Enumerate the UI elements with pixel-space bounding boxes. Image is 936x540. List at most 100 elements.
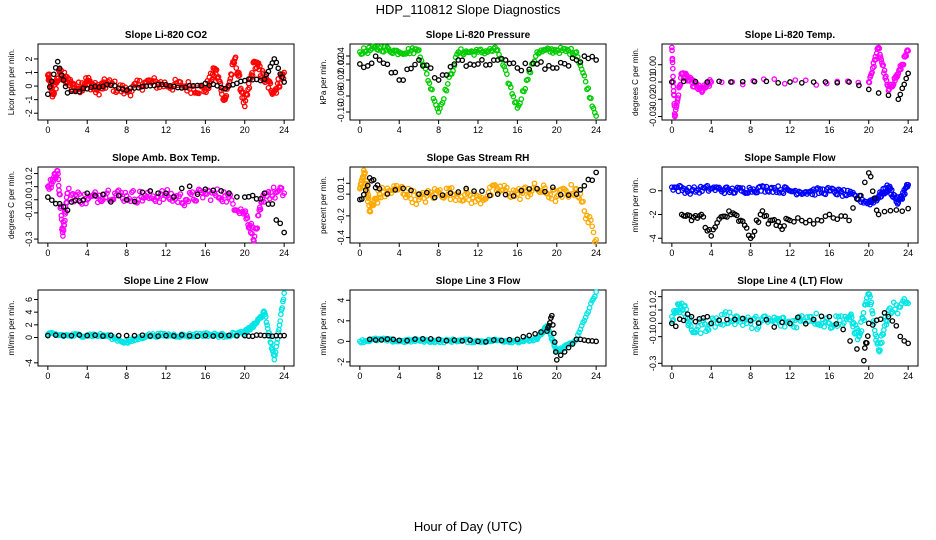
y-tick-label: -0.01 (648, 72, 658, 93)
data-point (50, 71, 57, 78)
data-point (581, 208, 588, 214)
y-axis-label: ml/min per min. (631, 178, 640, 233)
data-point (277, 220, 284, 227)
data-point (822, 191, 829, 198)
series-1 (44, 290, 288, 363)
data-point (270, 184, 277, 191)
panel-title: Slope Li-820 Pressure (426, 30, 531, 41)
data-point (708, 320, 715, 327)
data-point (384, 61, 391, 68)
data-point (48, 78, 55, 85)
data-point (560, 345, 567, 352)
panel-title: Slope Line 3 Flow (436, 276, 521, 287)
data-point (771, 76, 778, 82)
data-point (701, 321, 708, 327)
data-point (404, 191, 410, 198)
plot-frame (37, 166, 295, 244)
data-point (105, 187, 112, 194)
series-2 (668, 70, 912, 103)
data-point (423, 70, 430, 77)
y-tick-label: 2 (24, 56, 34, 61)
data-point (455, 189, 462, 195)
data-point (218, 91, 225, 97)
data-point (593, 57, 600, 63)
data-point (856, 82, 862, 89)
data-point (745, 314, 751, 321)
data-point (886, 305, 893, 311)
y-tick-label: 0.0 (648, 317, 658, 330)
data-point (431, 194, 438, 201)
data-point (271, 356, 278, 363)
data-point (673, 102, 680, 109)
data-point (504, 71, 510, 77)
data-point (281, 190, 288, 197)
data-point (60, 227, 67, 234)
data-point (147, 188, 154, 194)
x-tick-label: 16 (824, 248, 834, 258)
data-point (451, 337, 458, 343)
data-point (202, 186, 209, 193)
data-point (232, 54, 239, 61)
y-tick-label: -0.02 (336, 70, 346, 91)
data-point (178, 185, 185, 192)
data-point (755, 219, 762, 225)
data-point (873, 56, 879, 63)
data-point (186, 332, 193, 339)
data-point (869, 308, 875, 314)
data-point (865, 86, 872, 93)
data-point (544, 328, 550, 334)
x-tick-label: 4 (85, 248, 90, 258)
data-point (779, 189, 785, 195)
data-point (582, 78, 589, 85)
data-point (55, 182, 62, 189)
data-point (279, 74, 286, 80)
data-point (549, 184, 556, 191)
data-point (893, 322, 900, 329)
data-point (692, 318, 699, 325)
data-point (751, 78, 758, 85)
data-point (755, 320, 762, 326)
data-point (840, 326, 847, 333)
y-axis-label: ml/min per min. (631, 301, 640, 356)
y-tick-label: -0.10 (336, 102, 346, 123)
data-point (861, 317, 868, 324)
data-point (525, 76, 531, 83)
data-point (704, 182, 711, 189)
series-2 (366, 312, 600, 363)
data-point (552, 349, 559, 355)
data-point (860, 357, 867, 364)
data-point (189, 189, 196, 195)
data-point (471, 188, 477, 194)
data-point (412, 61, 418, 68)
data-point (52, 332, 59, 338)
y-tick-label: 0.0 (336, 188, 346, 201)
data-point (502, 191, 509, 198)
x-tick-label: 24 (279, 125, 289, 135)
y-tick-label: 1 (24, 70, 34, 75)
data-point (897, 91, 904, 98)
x-tick-label: 4 (709, 125, 714, 135)
x-tick-label: 16 (512, 248, 522, 258)
data-point (588, 217, 594, 224)
data-point (429, 86, 435, 93)
data-point (798, 80, 805, 86)
data-point (775, 218, 782, 225)
data-point (840, 320, 847, 326)
data-point (860, 309, 867, 316)
data-point (863, 340, 870, 346)
data-point (408, 65, 414, 72)
data-point (365, 195, 372, 202)
data-point (412, 336, 418, 342)
data-point (401, 191, 408, 198)
data-point (51, 90, 57, 97)
data-point (408, 187, 414, 194)
data-point (668, 44, 675, 51)
x-tick-label: 4 (709, 248, 714, 258)
figure-title: HDP_110812 Slope Diagnostics (375, 2, 561, 17)
data-point (139, 189, 146, 196)
data-point (522, 85, 529, 92)
data-point (84, 332, 91, 339)
data-point (793, 324, 800, 331)
data-point (818, 313, 825, 320)
